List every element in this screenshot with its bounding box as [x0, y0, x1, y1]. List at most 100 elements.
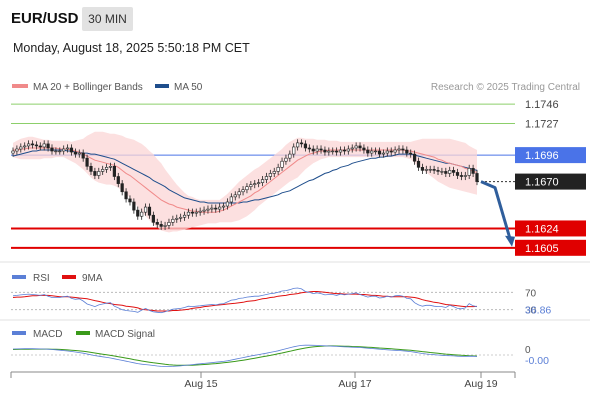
time-axis-ticks: Aug 15 Aug 17 Aug 19 [10, 372, 516, 390]
candle [420, 163, 425, 174]
candle-body [210, 207, 214, 210]
candle-body [202, 209, 206, 212]
candle [198, 207, 202, 216]
candle [370, 147, 374, 157]
candle [413, 150, 417, 165]
candle-body [159, 224, 163, 227]
rsi-legend: RSI 9MA [12, 273, 103, 284]
candle-body [249, 184, 253, 187]
level-label-text: 1.1727 [525, 119, 559, 131]
candle-body [171, 218, 175, 223]
candle-body [299, 142, 304, 145]
candle [374, 147, 378, 155]
candle [15, 145, 19, 155]
candle-body [428, 169, 432, 171]
candle-body [448, 170, 452, 174]
candle [194, 208, 198, 217]
candle-body [338, 149, 343, 153]
candle-body [167, 222, 171, 226]
candle-body [440, 171, 444, 173]
candle [108, 162, 113, 171]
candle-body [46, 143, 50, 149]
candle-body [303, 143, 308, 149]
rsi-level-label: 30 [525, 306, 537, 317]
candle [19, 143, 23, 153]
time-tick-label: Aug 19 [464, 378, 497, 390]
candle-body [292, 146, 296, 155]
candle [93, 167, 97, 180]
timeframe-badge[interactable]: 30 MIN [82, 7, 133, 31]
macd-legend-label: MACD [33, 329, 62, 340]
macd-legend: MACD MACD Signal [12, 329, 155, 340]
candle-body [432, 169, 436, 171]
candle [459, 171, 464, 181]
level-label-text: 1.1605 [525, 243, 559, 255]
candle [151, 211, 155, 226]
candle-body [198, 210, 202, 213]
rsi-ma-legend-swatch [62, 275, 76, 279]
candle [89, 162, 93, 175]
level-label-support: 1.1605 [515, 239, 586, 256]
candle-body [206, 208, 210, 211]
candle [405, 146, 409, 157]
candle [296, 139, 300, 151]
candle [455, 168, 460, 180]
candle-body [116, 176, 120, 184]
candle-body [307, 147, 311, 150]
candle-body [85, 157, 89, 167]
candle [163, 221, 167, 230]
candle [81, 149, 85, 162]
candle-body [175, 217, 179, 220]
candle-body [136, 209, 140, 217]
candle-body [241, 189, 245, 193]
candle [42, 140, 46, 151]
candle-body [475, 173, 479, 182]
candle-body [50, 147, 54, 152]
candle [116, 172, 120, 188]
level-label-box [515, 239, 586, 256]
candle [463, 171, 467, 181]
candle-body [19, 146, 23, 150]
candle [206, 205, 210, 214]
candle-body [288, 153, 292, 159]
candle [241, 186, 245, 196]
candle-body [420, 167, 425, 171]
candle [452, 166, 456, 176]
level-label-resistance: 1.1746 [525, 99, 559, 111]
candle [34, 141, 38, 150]
price-legend: MA 20 + Bollinger Bands MA 50 Research ©… [12, 82, 580, 93]
candle [124, 188, 128, 203]
candle [69, 144, 74, 156]
candle [159, 220, 163, 230]
candle-body [214, 207, 218, 210]
candle [202, 206, 206, 215]
candle-body [229, 196, 233, 203]
candle [467, 164, 471, 180]
candle-body [34, 144, 38, 147]
level-label-box [515, 220, 586, 237]
candle [11, 147, 15, 157]
candle-body [335, 150, 339, 153]
candle-body [284, 157, 288, 162]
macd-signal-legend-label: MACD Signal [95, 329, 155, 340]
candle [389, 147, 393, 156]
candle [62, 145, 66, 155]
candle [280, 157, 284, 171]
candle [416, 157, 421, 171]
rsi-ma-legend-label: 9MA [82, 273, 103, 284]
candle [38, 142, 42, 151]
candle-body [245, 186, 249, 191]
ma50-legend-swatch [155, 84, 169, 88]
candle [210, 204, 214, 213]
candle-body [140, 211, 144, 217]
candle-body [77, 152, 81, 155]
candle-body [112, 166, 116, 177]
candle [436, 166, 440, 175]
macd-panel: 0-0.00 [11, 344, 549, 367]
level-label-box [515, 147, 586, 164]
candle [58, 147, 62, 155]
candle-body [405, 149, 409, 154]
candle [424, 165, 428, 174]
